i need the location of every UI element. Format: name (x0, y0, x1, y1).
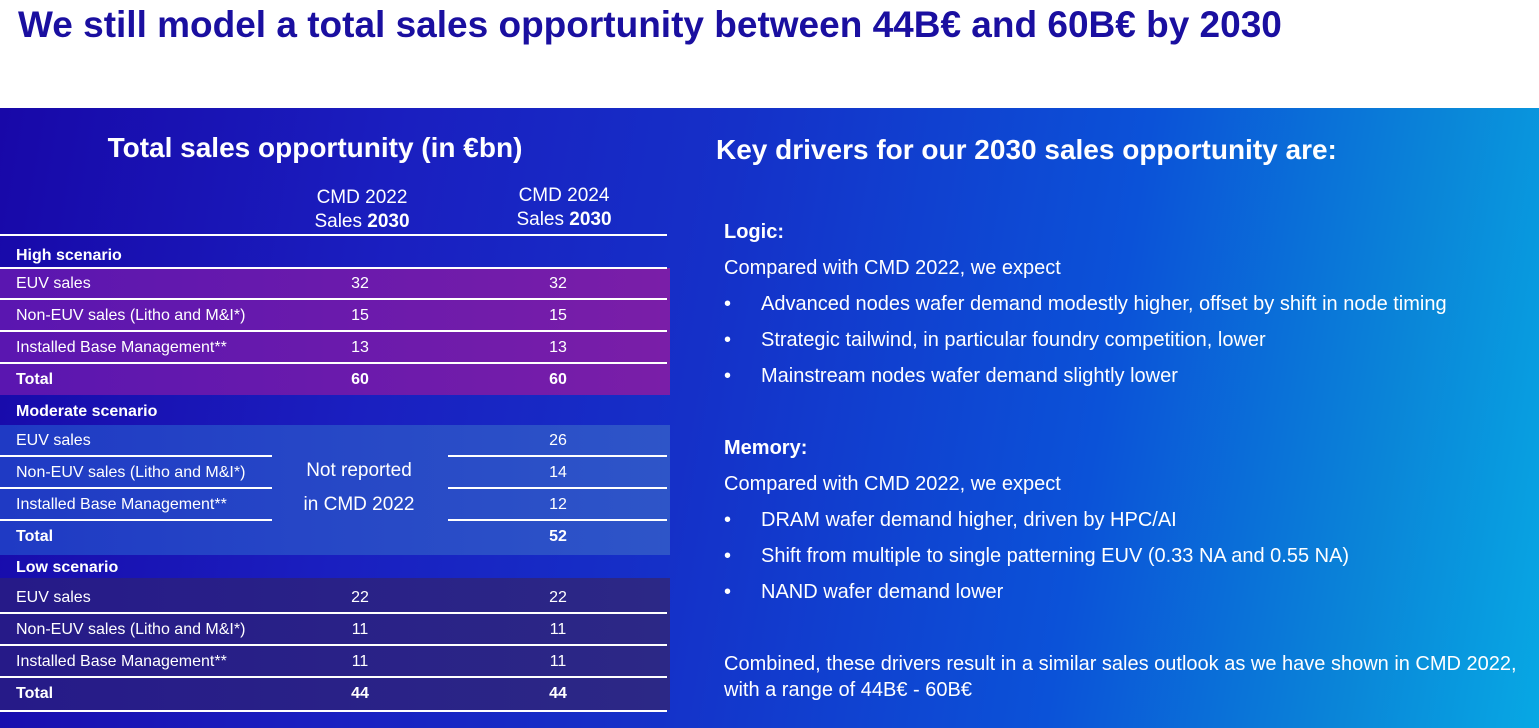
cell-cmd2024: 12 (549, 496, 567, 513)
table-row: EUV sales 32 32 (0, 268, 670, 300)
bullet-text: DRAM wafer demand higher, driven by HPC/… (761, 509, 1177, 531)
table-row-total: Total 52 (0, 521, 670, 553)
bullet-text: Strategic tailwind, in particular foundr… (761, 329, 1266, 351)
cell-cmd2024: 11 (549, 653, 567, 670)
cell-cmd2024: 14 (549, 464, 567, 481)
row-divider (448, 487, 667, 489)
bullet-text: Shift from multiple to single patterning… (761, 545, 1350, 567)
bullet-icon: • (724, 509, 732, 531)
row-label: EUV sales (16, 432, 91, 449)
not-reported-line: in CMD 2022 (303, 494, 415, 515)
not-reported-note: Not reported in CMD 2022 (276, 454, 442, 522)
bullet-text: NAND wafer demand lower (761, 581, 1004, 603)
cell-cmd2024: 32 (549, 275, 567, 292)
row-label: Total (16, 685, 54, 702)
row-label: Installed Base Management** (16, 496, 227, 513)
column-header-cmd2022: CMD 2022 Sales 2030 (262, 186, 462, 234)
row-divider (0, 267, 667, 269)
cell-cmd2024: 13 (549, 339, 567, 356)
low-scenario-label: Low scenario (16, 559, 119, 576)
cell-cmd2024: 52 (549, 528, 567, 545)
cell-cmd2022: 13 (351, 339, 369, 356)
table-row: Installed Base Management** 13 13 (0, 332, 670, 364)
cell-cmd2024: 26 (549, 432, 567, 449)
row-label: EUV sales (16, 589, 91, 606)
cell-cmd2022: 22 (351, 589, 369, 606)
header-divider (0, 234, 667, 236)
cell-cmd2024: 11 (549, 621, 567, 638)
row-divider (0, 612, 667, 614)
row-divider (0, 644, 667, 646)
table-row: Installed Base Management** 11 11 (0, 646, 670, 678)
table-row: Installed Base Management** 12 (0, 489, 670, 521)
bullet-icon: • (724, 365, 732, 387)
table-row-total: Total 44 44 (0, 678, 670, 710)
row-divider (448, 455, 667, 457)
logic-heading: Logic: (724, 221, 784, 243)
row-divider (0, 298, 667, 300)
row-divider (0, 676, 667, 678)
drivers-title: Key drivers for our 2030 sales opportuni… (716, 134, 1337, 165)
table-bottom-border (0, 710, 667, 712)
cell-cmd2022: 32 (351, 275, 369, 292)
row-divider (0, 487, 272, 489)
row-label: EUV sales (16, 275, 91, 292)
high-scenario-label: High scenario (16, 247, 122, 264)
column-header-line: CMD 2022 (316, 187, 408, 208)
row-label: Installed Base Management** (16, 339, 227, 356)
cell-cmd2024: 15 (549, 307, 567, 324)
cell-cmd2024: 44 (549, 685, 567, 702)
cell-cmd2022: 15 (351, 307, 369, 324)
row-label: Installed Base Management** (16, 653, 227, 670)
column-header-line: Sales 2030 (314, 211, 410, 232)
moderate-scenario-label: Moderate scenario (16, 403, 158, 420)
table-row: Non-EUV sales (Litho and M&I*) 11 11 (0, 614, 670, 646)
combined-summary: Combined, these drivers result in a simi… (724, 653, 1517, 701)
row-divider (0, 362, 667, 364)
bullet-icon: • (724, 545, 732, 567)
table-row: Non-EUV sales (Litho and M&I*) 14 (0, 457, 670, 489)
memory-heading: Memory: (724, 437, 808, 459)
cell-cmd2024: 22 (549, 589, 567, 606)
column-header-cmd2024: CMD 2024 Sales 2030 (464, 184, 664, 232)
table-row: EUV sales 26 (0, 425, 670, 457)
bullet-text: Mainstream nodes wafer demand slightly l… (761, 365, 1178, 387)
row-divider (0, 519, 272, 521)
column-header-line: CMD 2024 (518, 185, 610, 206)
bullet-icon: • (724, 293, 732, 315)
row-label: Total (16, 371, 54, 388)
not-reported-line: Not reported (306, 460, 412, 481)
bullet-icon: • (724, 329, 732, 351)
memory-intro: Compared with CMD 2022, we expect (724, 473, 1061, 495)
column-header-line: Sales 2030 (516, 209, 612, 230)
row-label: Non-EUV sales (Litho and M&I*) (16, 464, 246, 481)
row-label: Non-EUV sales (Litho and M&I*) (16, 621, 246, 638)
row-label: Non-EUV sales (Litho and M&I*) (16, 307, 246, 324)
cell-cmd2022: 44 (351, 685, 369, 702)
row-divider (0, 455, 272, 457)
table-row: Non-EUV sales (Litho and M&I*) 15 15 (0, 300, 670, 332)
moderate-scenario-band (0, 425, 670, 555)
table-title: Total sales opportunity (in €bn) (107, 132, 523, 163)
content-panel: Total sales opportunity (in €bn) CMD 202… (0, 108, 1539, 728)
cell-cmd2024: 60 (549, 371, 567, 388)
cell-cmd2022: 11 (351, 653, 369, 670)
logic-intro: Compared with CMD 2022, we expect (724, 257, 1061, 279)
row-divider (0, 330, 667, 332)
bullet-icon: • (724, 581, 732, 603)
headline: We still model a total sales opportunity… (18, 4, 1282, 45)
row-label: Total (16, 528, 54, 545)
table-row-total: Total 60 60 (0, 364, 670, 396)
table-row: EUV sales 22 22 (0, 582, 670, 614)
row-divider (448, 519, 667, 521)
bullet-text: Advanced nodes wafer demand modestly hig… (761, 293, 1447, 315)
cell-cmd2022: 11 (351, 621, 369, 638)
cell-cmd2022: 60 (351, 371, 369, 388)
